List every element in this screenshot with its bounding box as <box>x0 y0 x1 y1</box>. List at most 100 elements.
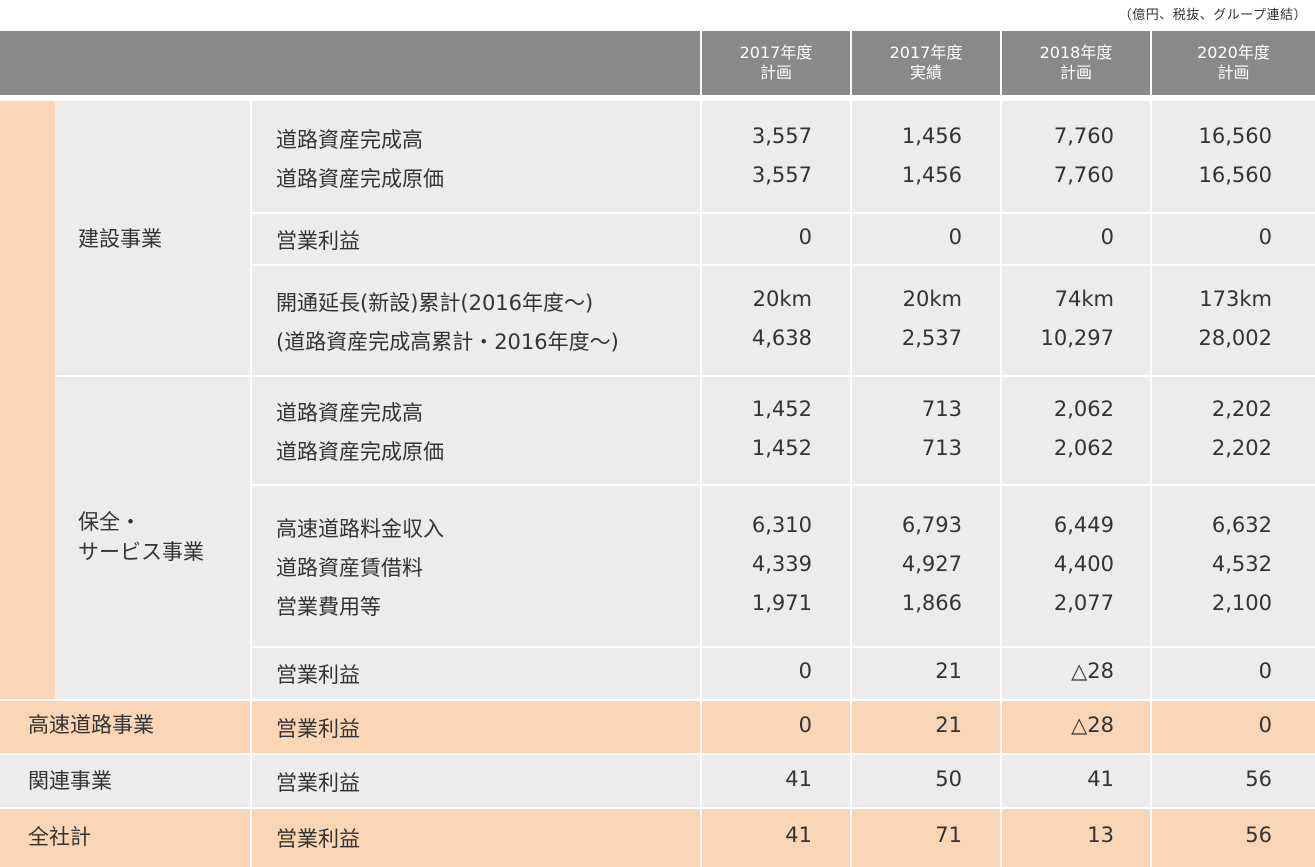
col-header-line1: 2018年度 <box>1039 43 1113 62</box>
table-cell: 41 <box>785 823 812 847</box>
table-cell: 1,452 <box>751 397 812 421</box>
unit-note: （億円、税抜、グループ連結） <box>1118 8 1307 23</box>
segment-maintenance-line1: 保全・ <box>78 510 141 534</box>
table-cell: 74km <box>1054 287 1114 311</box>
col-header-line2: 計画 <box>1059 63 1092 82</box>
table-cell: 1,452 <box>751 436 812 460</box>
table-cell: 20km <box>752 287 812 311</box>
table-cell: 2,062 <box>1053 397 1114 421</box>
col-header-line1: 2017年度 <box>889 43 963 62</box>
table-cell: △28 <box>1071 659 1114 683</box>
segment-maintenance-line2: サービス事業 <box>78 540 204 564</box>
table-cell: 1,971 <box>751 591 812 615</box>
table-cell: 6,793 <box>901 513 962 537</box>
row-label: 道路資産完成原価 <box>276 440 444 464</box>
table-cell: 21 <box>935 713 962 737</box>
table-cell: 41 <box>1087 767 1114 791</box>
row-label: 営業利益 <box>276 717 360 741</box>
col-header-line2: 実績 <box>909 63 942 82</box>
divider <box>250 264 1315 266</box>
row-label: 営業費用等 <box>276 595 381 619</box>
row-label: 道路資産完成高 <box>276 401 423 425</box>
expressway-detail-area <box>55 101 1315 699</box>
table-cell: 2,202 <box>1211 397 1272 421</box>
table-cell: 0 <box>1100 225 1114 249</box>
table-cell: 16,560 <box>1198 163 1272 187</box>
table-cell: 21 <box>935 659 962 683</box>
table-cell: 6,310 <box>751 513 812 537</box>
table-cell: 1,866 <box>901 591 962 615</box>
row-label: 高速道路料金収入 <box>276 517 444 541</box>
table-cell: 50 <box>935 767 962 791</box>
col-header-line2: 計画 <box>759 63 792 82</box>
row-label: 道路資産完成高 <box>276 128 423 152</box>
table-cell: 4,339 <box>751 552 812 576</box>
divider <box>55 375 1315 377</box>
row-label: 営業利益 <box>276 663 360 687</box>
row-label: 開通延長(新設)累計(2016年度～) <box>276 291 594 315</box>
segment-total: 全社計 <box>28 825 91 849</box>
table-cell: 2,537 <box>901 326 962 350</box>
table-cell: 2,100 <box>1211 591 1272 615</box>
divider <box>250 212 1315 214</box>
col-header-2020-plan: 2020年度 計画 <box>1150 31 1315 95</box>
row-label: 道路資産賃借料 <box>276 556 423 580</box>
table-cell: 0 <box>798 713 812 737</box>
col-header-2017-actual: 2017年度 実績 <box>850 31 1000 95</box>
table-cell: 10,297 <box>1040 326 1114 350</box>
table-cell: 6,632 <box>1211 513 1272 537</box>
table-cell: 2,202 <box>1211 436 1272 460</box>
row-label: 営業利益 <box>276 229 360 253</box>
table-cell: 6,449 <box>1053 513 1114 537</box>
table-cell: 2,077 <box>1053 591 1114 615</box>
table-cell: 0 <box>798 225 812 249</box>
table-cell: 0 <box>1258 713 1272 737</box>
divider <box>250 484 1315 486</box>
divider <box>250 646 1315 648</box>
table-cell: 71 <box>935 823 962 847</box>
table-cell: 4,638 <box>751 326 812 350</box>
segment-expressway: 高速道路事業 <box>28 713 154 737</box>
row-label: 営業利益 <box>276 827 360 851</box>
expressway-total-row <box>0 701 1315 753</box>
table-cell: 173km <box>1199 287 1272 311</box>
table-cell: 713 <box>921 397 962 421</box>
col-header-2017-plan: 2017年度 計画 <box>700 31 850 95</box>
expressway-side-band <box>0 101 55 699</box>
table-cell: 2,062 <box>1053 436 1114 460</box>
table-cell: 4,532 <box>1211 552 1272 576</box>
row-label: 道路資産完成原価 <box>276 167 444 191</box>
table-cell: 4,927 <box>901 552 962 576</box>
segment-maintenance: 保全・ サービス事業 <box>78 507 204 567</box>
table-header <box>0 31 1315 95</box>
segment-construction: 建設事業 <box>78 227 162 251</box>
row-label: (道路資産完成高累計・2016年度～) <box>276 330 619 354</box>
table-cell: 28,002 <box>1198 326 1272 350</box>
col-header-2018-plan: 2018年度 計画 <box>1000 31 1150 95</box>
table-cell: 4,400 <box>1053 552 1114 576</box>
table-cell: 0 <box>1258 225 1272 249</box>
table-cell: 713 <box>921 436 962 460</box>
col-header-line1: 2017年度 <box>739 43 813 62</box>
table-cell: 0 <box>1258 659 1272 683</box>
table-cell: 56 <box>1245 823 1272 847</box>
total-row <box>0 809 1315 867</box>
row-label: 営業利益 <box>276 771 360 795</box>
related-row <box>0 755 1315 807</box>
table-cell: 0 <box>798 659 812 683</box>
table-cell: 1,456 <box>901 124 962 148</box>
col-header-line1: 2020年度 <box>1197 43 1270 62</box>
table-cell: 7,760 <box>1053 124 1114 148</box>
col-header-line2: 計画 <box>1217 63 1250 82</box>
table-cell: 20km <box>902 287 962 311</box>
table-cell: 0 <box>948 225 962 249</box>
table-cell: 7,760 <box>1053 163 1114 187</box>
table-cell: 3,557 <box>751 124 812 148</box>
segment-related: 関連事業 <box>28 769 112 793</box>
table-cell: 56 <box>1245 767 1272 791</box>
table-cell: 3,557 <box>751 163 812 187</box>
table-cell: 1,456 <box>901 163 962 187</box>
table-cell: 16,560 <box>1198 124 1272 148</box>
table-cell: △28 <box>1071 713 1114 737</box>
table-cell: 41 <box>785 767 812 791</box>
